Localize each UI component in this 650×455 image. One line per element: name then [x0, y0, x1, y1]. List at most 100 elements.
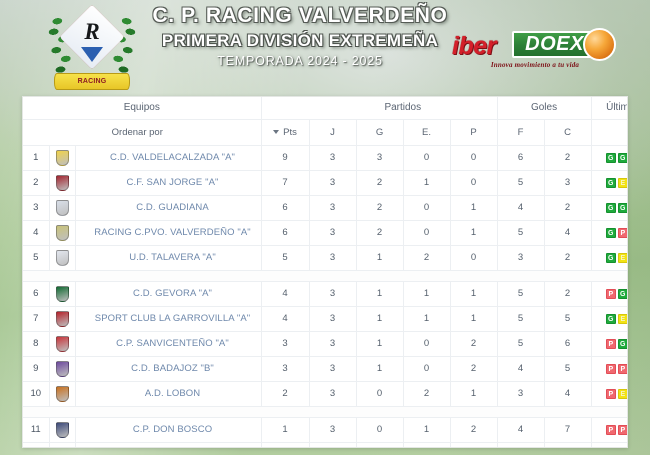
group-header-ultimos: Últimos: [591, 97, 627, 120]
team-name-link[interactable]: RACING C.PVO. VALVERDEÑO "A": [75, 220, 262, 246]
row-p: 3: [450, 442, 498, 447]
row-e: 0: [403, 331, 451, 357]
row-rank: 7: [23, 306, 50, 332]
row-rank: 10: [23, 381, 50, 407]
table-row[interactable]: 3C.D. GUADIANA6320142GGP: [23, 195, 627, 221]
column-header-g[interactable]: G: [356, 119, 404, 146]
sort-by-label: Ordenar por: [23, 119, 262, 146]
team-badge: [55, 174, 69, 191]
last-results-chips: GEE: [592, 252, 627, 263]
row-c: 2: [544, 245, 592, 271]
result-chip-p: P: [605, 363, 616, 374]
result-chip-g: G: [617, 152, 627, 163]
row-e: 0: [403, 220, 451, 246]
group-header-pts-blank: [261, 97, 310, 120]
row-e: 0: [403, 442, 451, 447]
team-name-link[interactable]: C.D. GUADIANA: [75, 195, 262, 221]
table-row[interactable]: 1C.D. VALDELACALZADA "A"9330062GGG: [23, 145, 627, 171]
column-header-pts[interactable]: Pts: [261, 119, 310, 146]
team-crest-icon: [49, 145, 76, 171]
team-name-link[interactable]: U.D. TALAVERA "A": [75, 245, 262, 271]
group-header-goles: Goles: [497, 97, 592, 120]
team-name-link[interactable]: C.P. CHELES "A": [75, 442, 262, 447]
table-row[interactable]: 8C.P. SANVICENTEÑO "A"3310256PGP: [23, 331, 627, 357]
last-results-cell: PGP: [591, 331, 627, 357]
team-name-link[interactable]: A.D. LOBON: [75, 381, 262, 407]
result-chip-g: G: [605, 313, 616, 324]
team-name-link[interactable]: C.D. VALDELACALZADA "A": [75, 145, 262, 171]
row-e: 2: [403, 245, 451, 271]
team-crest-icon: [49, 381, 76, 407]
sponsor-logo[interactable]: iber DOEX Innova movimiento a tu vida: [452, 28, 618, 78]
row-c: 3: [544, 170, 592, 196]
row-j: 3: [309, 381, 357, 407]
last-results-cell: PEE: [591, 381, 627, 407]
row-e: 2: [403, 381, 451, 407]
team-name-link[interactable]: C.P. DON BOSCO: [75, 417, 262, 443]
row-j: 3: [309, 145, 357, 171]
team-name-link[interactable]: C.P. SANVICENTEÑO "A": [75, 331, 262, 357]
row-p: 0: [450, 245, 498, 271]
last-results-cell: GGP: [591, 195, 627, 221]
row-g: 1: [356, 306, 404, 332]
result-chip-g: G: [605, 202, 616, 213]
row-pts: 6: [261, 195, 310, 221]
table-row[interactable]: 9C.D. BADAJOZ "B"3310245PPG: [23, 356, 627, 382]
row-j: 3: [309, 245, 357, 271]
table-row[interactable]: 5U.D. TALAVERA "A"5312032GEE: [23, 245, 627, 271]
last-results-cell: PPE: [591, 417, 627, 443]
group-header-equipos: Equipos: [23, 97, 262, 120]
column-header-p[interactable]: P: [450, 119, 498, 146]
column-header-c[interactable]: C: [544, 119, 592, 146]
table-row[interactable]: 2C.F. SAN JORGE "A"7321053GEG: [23, 170, 627, 196]
row-rank: 11: [23, 417, 50, 443]
team-badge: [55, 249, 69, 266]
row-f: 6: [497, 145, 545, 171]
row-f: 4: [497, 356, 545, 382]
team-crest-icon: [49, 306, 76, 332]
row-f: 3: [497, 381, 545, 407]
team-name-link[interactable]: C.F. SAN JORGE "A": [75, 170, 262, 196]
team-name-link[interactable]: C.D. BADAJOZ "B": [75, 356, 262, 382]
result-chip-p: P: [605, 288, 616, 299]
row-f: 3: [497, 442, 545, 447]
table-row[interactable]: 10A.D. LOBON2302134PEE: [23, 381, 627, 407]
team-name-link[interactable]: C.D. GEVORA "A": [75, 281, 262, 307]
column-header-f[interactable]: F: [497, 119, 545, 146]
row-e: 0: [403, 195, 451, 221]
group-separator: [23, 270, 627, 282]
column-header-j[interactable]: J: [309, 119, 357, 146]
page-title: C. P. RACING VALVERDEÑO: [152, 4, 448, 27]
team-crest-icon: [49, 331, 76, 357]
season-label: TEMPORADA 2024 - 2025: [217, 54, 383, 68]
last-results-cell: GEG: [591, 170, 627, 196]
header-titles: C. P. RACING VALVERDEÑO PRIMERA DIVISIÓN…: [140, 2, 460, 71]
row-p: 1: [450, 306, 498, 332]
row-c: 2: [544, 195, 592, 221]
row-j: 3: [309, 442, 357, 447]
table-row[interactable]: 11C.P. DON BOSCO1301247PPE: [23, 417, 627, 443]
team-crest-icon: [49, 281, 76, 307]
row-p: 0: [450, 145, 498, 171]
table-row[interactable]: 6C.D. GEVORA "A"4311152PGE: [23, 281, 627, 307]
team-name-link[interactable]: SPORT CLUB LA GARROVILLA "A": [75, 306, 262, 332]
column-header-pts-label: Pts: [283, 126, 297, 138]
result-chip-g: G: [605, 152, 616, 163]
result-chip-g: G: [605, 252, 616, 263]
table-row[interactable]: 12C.P. CHELES "A"03003310PPP: [23, 442, 627, 447]
row-e: 1: [403, 417, 451, 443]
team-badge: [55, 149, 69, 166]
team-badge: [55, 224, 69, 241]
result-chip-g: G: [605, 227, 616, 238]
crest-chevron-icon: [81, 47, 103, 62]
row-pts: 7: [261, 170, 310, 196]
column-header-e[interactable]: E.: [403, 119, 451, 146]
row-g: 0: [356, 417, 404, 443]
row-c: 5: [544, 356, 592, 382]
row-p: 1: [450, 281, 498, 307]
row-g: 0: [356, 442, 404, 447]
team-badge: [55, 310, 69, 327]
row-g: 1: [356, 281, 404, 307]
